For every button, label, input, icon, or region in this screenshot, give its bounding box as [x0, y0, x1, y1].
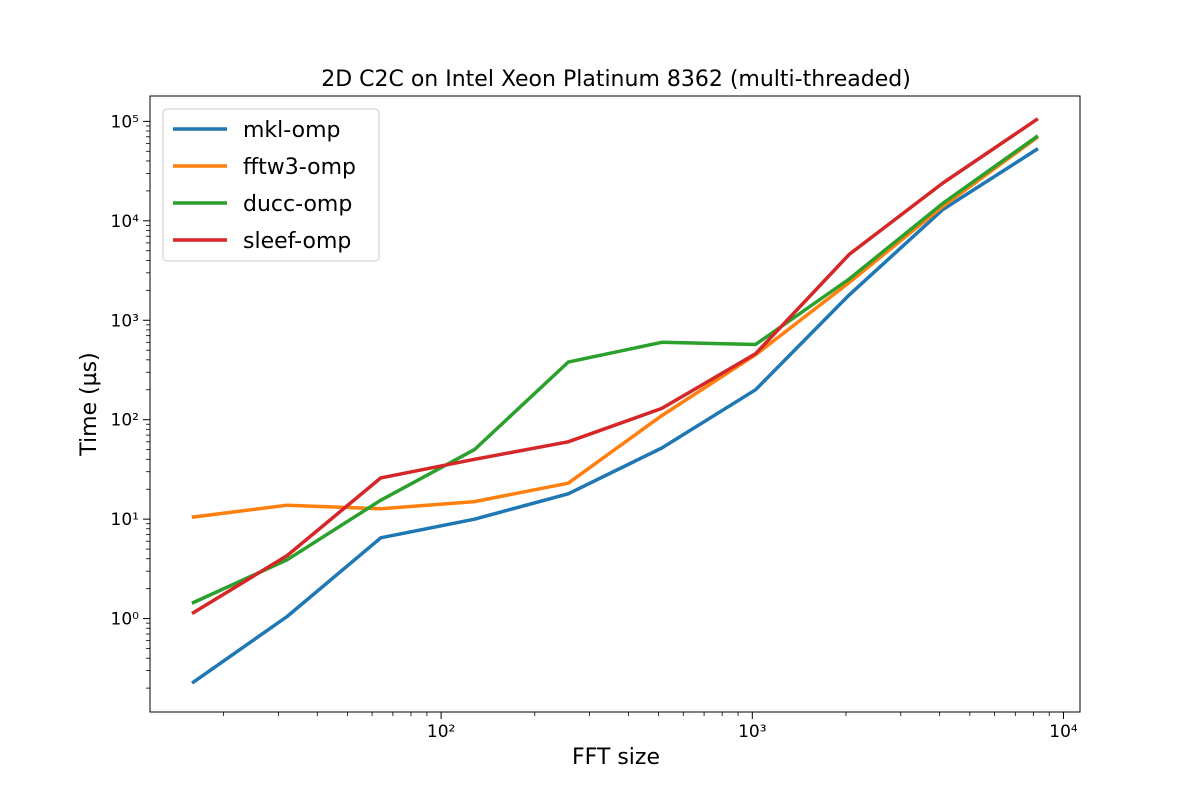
y-tick-label: 10³ — [111, 311, 139, 331]
legend: mkl-omp fftw3-omp ducc-omp sleef-omp — [162, 108, 380, 262]
y-tick-label: 10² — [111, 411, 139, 431]
y-tick-label: 10⁰ — [111, 610, 140, 630]
legend-label: ducc-omp — [243, 192, 352, 217]
series-layer — [191, 117, 1039, 685]
legend-label: mkl-omp — [243, 118, 341, 143]
x-axis-label: FFT size — [572, 745, 660, 770]
plot-frame — [149, 95, 1081, 713]
y-tick-label: 10¹ — [111, 510, 139, 530]
tick-layer: 10² 10³ 10⁴ 10⁰ 10¹ 10² 10³ 10⁴ 10⁵ — [111, 112, 1078, 742]
chart-title: 2D C2C on Intel Xeon Platinum 8362 (mult… — [321, 67, 911, 92]
legend-label: sleef-omp — [243, 229, 351, 254]
x-tick-label: 10⁴ — [1049, 722, 1078, 742]
series-line-mkl-omp — [191, 147, 1039, 685]
series-line-fftw3-omp — [191, 135, 1039, 519]
y-tick-label: 10⁴ — [111, 212, 140, 232]
legend-frame — [162, 108, 380, 262]
legend-label: fftw3-omp — [243, 155, 356, 180]
x-tick-label: 10³ — [738, 722, 766, 742]
series-line-sleef-omp — [191, 117, 1039, 616]
series-line-ducc-omp — [191, 134, 1039, 605]
y-axis-label: Time (µs) — [77, 352, 102, 456]
x-tick-label: 10² — [427, 722, 455, 742]
y-tick-label: 10⁵ — [111, 112, 139, 132]
